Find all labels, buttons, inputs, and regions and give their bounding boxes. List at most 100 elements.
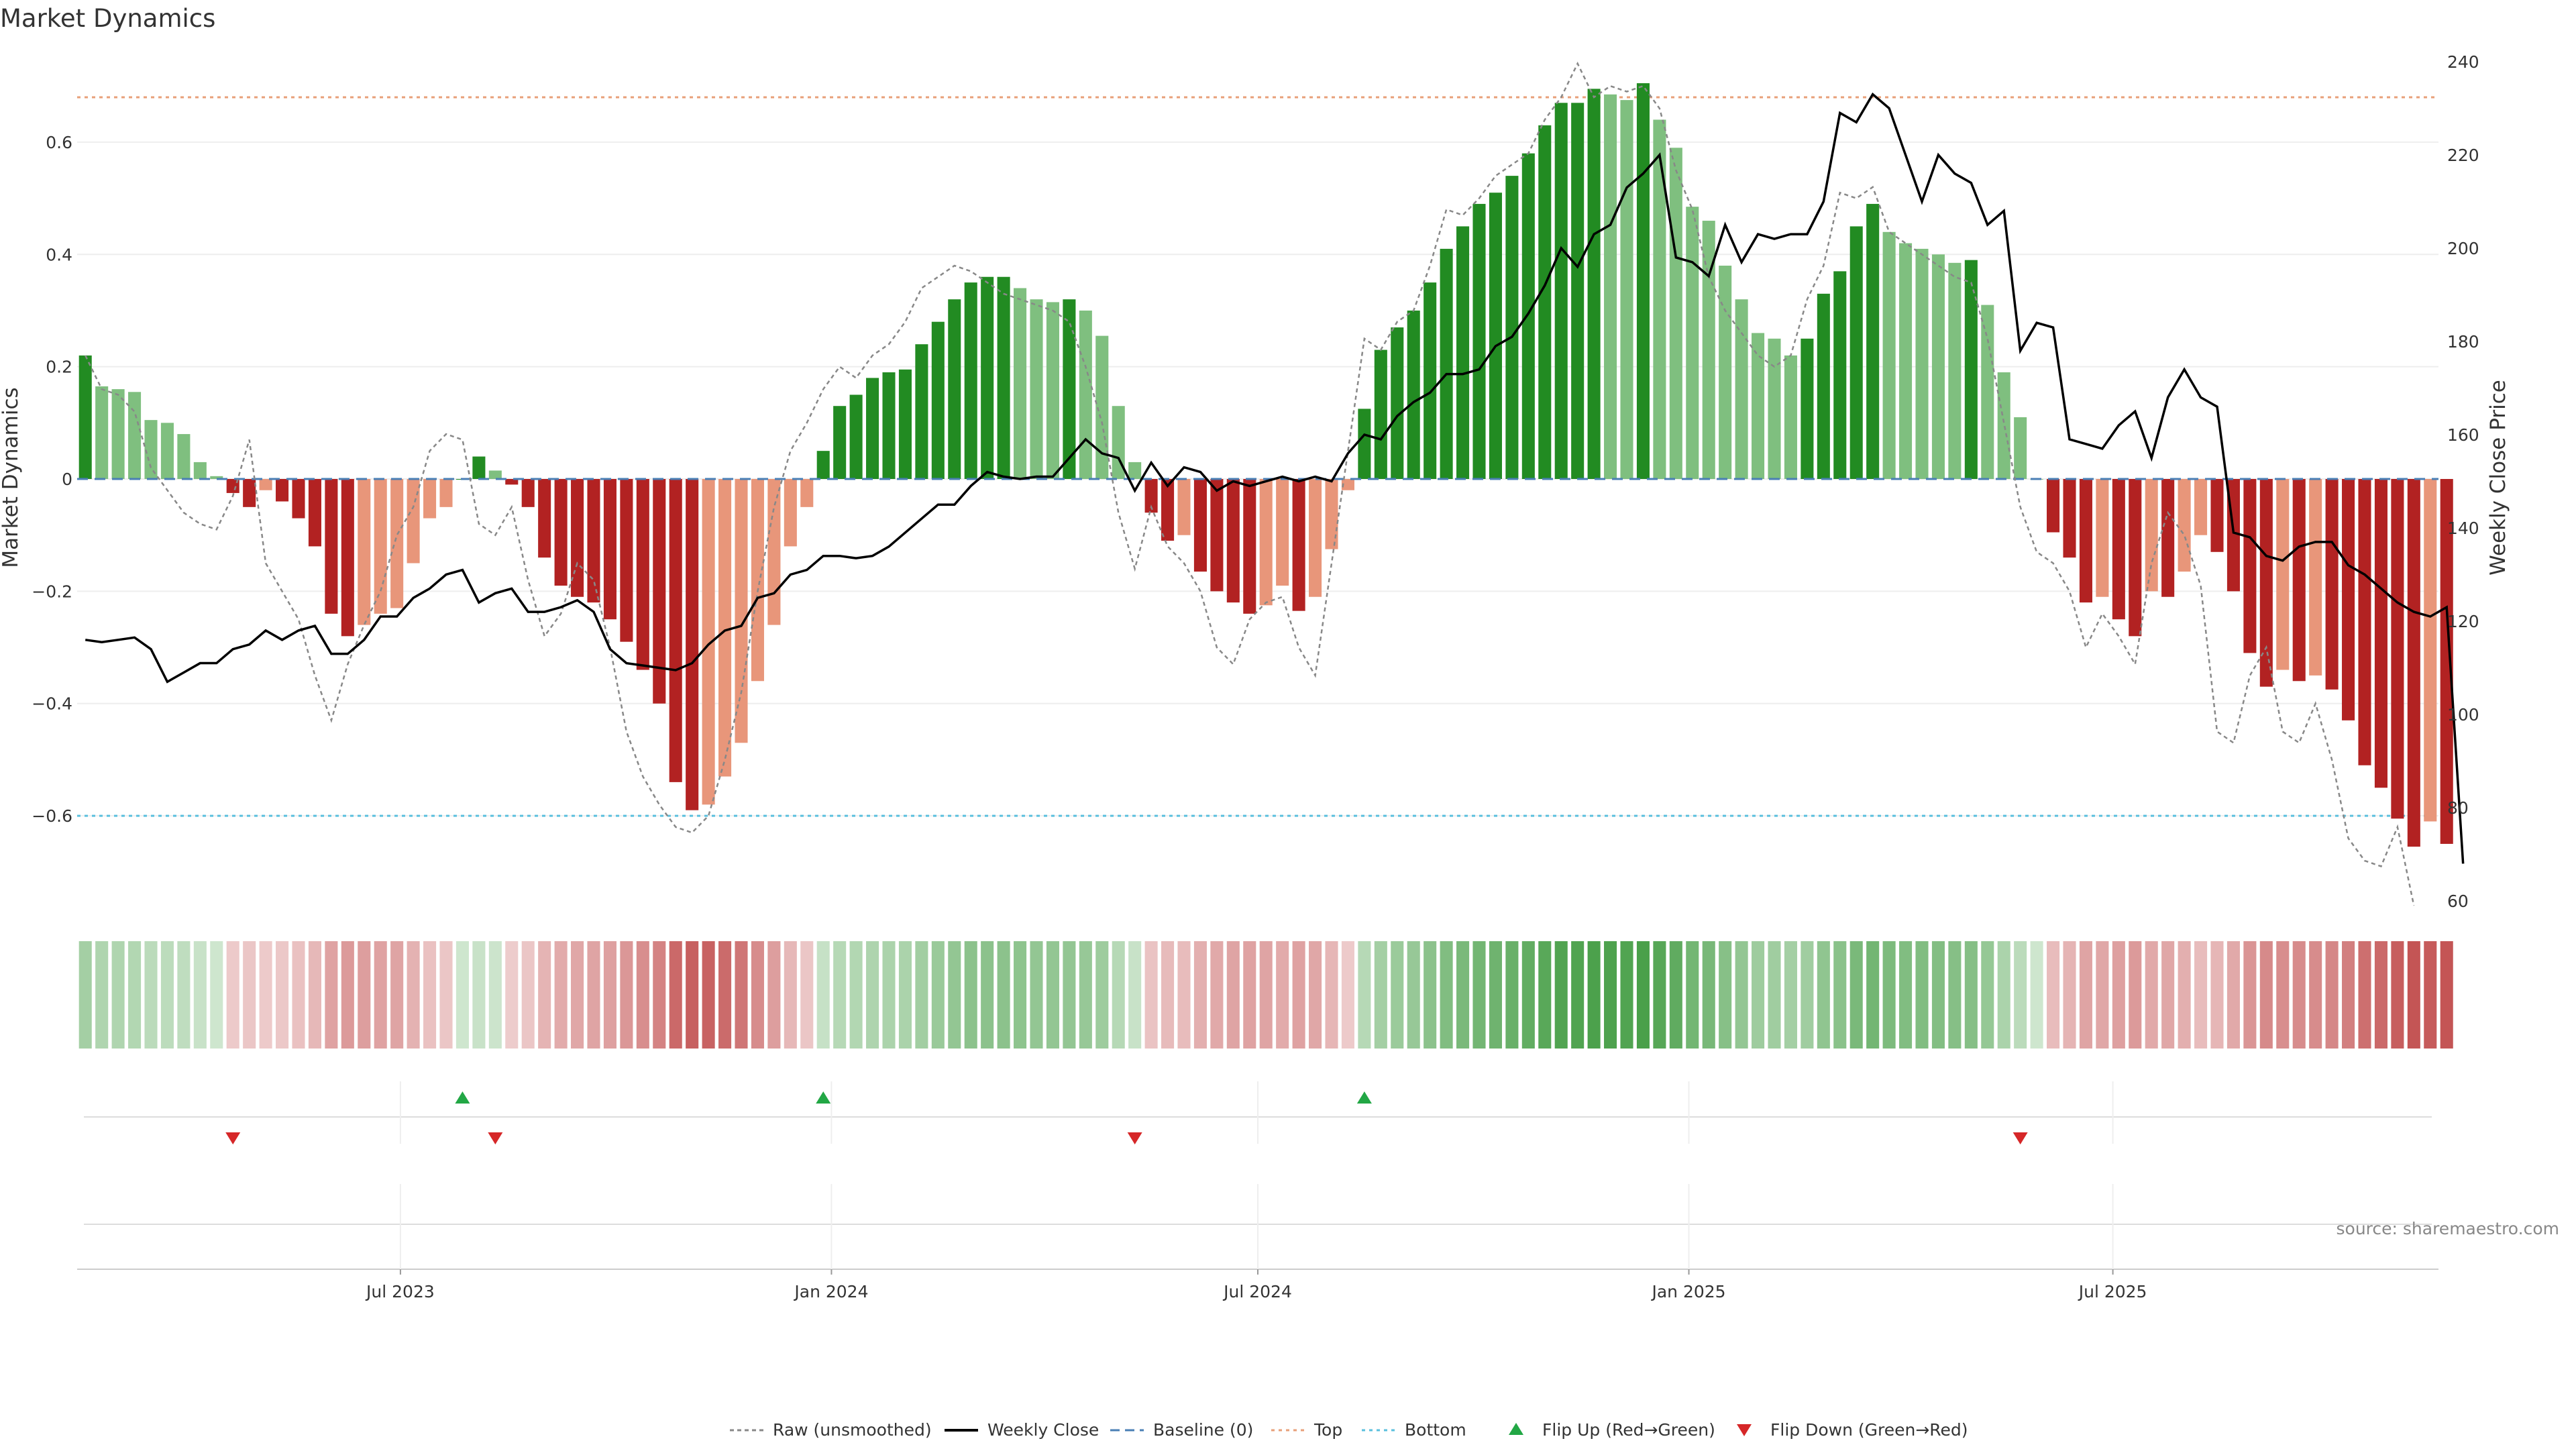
market-dynamics-bar: [866, 378, 879, 479]
market-dynamics-bar: [1374, 350, 1387, 479]
market-dynamics-bar: [308, 479, 321, 547]
market-dynamics-bar: [1948, 262, 1962, 479]
heat-strip-cell: [816, 941, 830, 1049]
market-dynamics-bar: [1604, 94, 1617, 479]
heat-strip-cell: [144, 941, 158, 1049]
heat-strip-cell: [1112, 941, 1125, 1049]
heat-strip-cell: [1456, 941, 1470, 1049]
heat-strip-cell: [2391, 941, 2404, 1049]
market-dynamics-bar: [2194, 479, 2208, 535]
x-tick-label: Jan 2025: [1650, 1282, 1725, 1301]
heat-strip-cell: [505, 941, 519, 1049]
legend-item-top: Top: [1271, 1420, 1342, 1440]
heat-strip-cell: [1358, 941, 1371, 1049]
heat-strip-cell: [1964, 941, 1978, 1049]
heat-strip-cell: [833, 941, 847, 1049]
heat-strip-cell: [1210, 941, 1224, 1049]
heat-strip-cell: [2226, 941, 2240, 1049]
flip-down-marker: [225, 1132, 241, 1144]
heat-strip-cell: [95, 941, 109, 1049]
heat-strip-cell: [1866, 941, 1880, 1049]
heat-strip-cell: [603, 941, 616, 1049]
y2-axis-label: Weekly Close Price: [2486, 380, 2510, 576]
market-dynamics-bar: [1719, 266, 1732, 479]
legend-label: Weekly Close: [987, 1420, 1099, 1440]
heat-strip-cell: [128, 941, 142, 1049]
market-dynamics-bar: [702, 479, 715, 805]
heat-strip-cell: [2358, 941, 2371, 1049]
market-dynamics-bar: [1669, 148, 1682, 479]
heat-strip-cell: [1538, 941, 1552, 1049]
flip-down-marker: [488, 1132, 503, 1144]
x-tick-label: Jul 2023: [365, 1282, 435, 1301]
market-dynamics-bar: [472, 456, 486, 479]
market-dynamics-bar: [981, 276, 994, 479]
y-tick-label: 0.2: [46, 358, 72, 377]
heat-strip-cell: [1604, 941, 1617, 1049]
market-dynamics-bar: [1079, 310, 1092, 479]
legend-item-baseline: Baseline (0): [1110, 1420, 1253, 1440]
legend-item-flip_down: Flip Down (Green→Red): [1737, 1420, 1968, 1440]
market-dynamics-bar: [669, 479, 682, 782]
heat-strip-cell: [1554, 941, 1568, 1049]
heat-strip-cell: [1752, 941, 1765, 1049]
market-dynamics-bar: [931, 321, 945, 479]
market-dynamics-bar: [653, 479, 666, 704]
market-dynamics-bar: [2210, 479, 2224, 552]
y-axis-label: Market Dynamics: [0, 387, 23, 568]
heat-strip-cell: [784, 941, 797, 1049]
market-dynamics-bar: [1686, 207, 1699, 479]
legend-item-flip_up: Flip Up (Red→Green): [1509, 1420, 1715, 1440]
market-dynamics-bar: [1243, 479, 1256, 614]
heat-strip-cell: [1128, 941, 1142, 1049]
y-tick-label: −0.4: [32, 694, 72, 714]
heat-strip-cell: [1177, 941, 1191, 1049]
heat-strip-cell: [964, 941, 977, 1049]
heat-strip-cell: [620, 941, 633, 1049]
market-dynamics-bar: [177, 434, 191, 479]
heat-strip-cell: [1161, 941, 1175, 1049]
heat-strip-cell: [2079, 941, 2092, 1049]
heat-strip-cell: [636, 941, 649, 1049]
heat-strip-cell: [1587, 941, 1601, 1049]
x-tick-label: Jul 2025: [2078, 1282, 2147, 1301]
heat-strip-cell: [243, 941, 256, 1049]
market-dynamics-bar: [2145, 479, 2158, 592]
heat-strip-cell: [193, 941, 207, 1049]
market-dynamics-bar: [259, 479, 272, 490]
legend-label: Raw (unsmoothed): [773, 1420, 932, 1440]
market-dynamics-bar: [78, 355, 92, 479]
market-dynamics-bar: [2358, 479, 2371, 765]
heat-strip-cell: [1226, 941, 1240, 1049]
heat-strip-cell: [997, 941, 1010, 1049]
market-dynamics-bar: [2259, 479, 2273, 687]
market-dynamics-bar: [2079, 479, 2092, 603]
market-dynamics-bar: [1636, 83, 1650, 480]
heat-strip-cell: [390, 941, 404, 1049]
heat-strip-cell: [1374, 941, 1387, 1049]
y2-tick-label: 240: [2447, 52, 2479, 72]
y2-tick-label: 220: [2447, 146, 2479, 165]
heat-strip-cell: [1784, 941, 1797, 1049]
market-dynamics-bar: [1801, 338, 1814, 479]
heat-strip-cell: [1636, 941, 1650, 1049]
heat-strip-cell: [1063, 941, 1076, 1049]
market-dynamics-bar: [2292, 479, 2306, 682]
market-dynamics-bar: [587, 479, 600, 603]
market-dynamics-bar: [2063, 479, 2076, 558]
market-dynamics-bar: [407, 479, 420, 564]
market-dynamics-bar: [1276, 479, 1289, 586]
heat-strip-cell: [111, 941, 125, 1049]
y-tick-label: −0.2: [32, 582, 72, 601]
market-dynamics-bar: [816, 451, 830, 479]
heat-strip-cell: [78, 941, 92, 1049]
heat-strip-cell: [751, 941, 764, 1049]
market-dynamics-bar: [2325, 479, 2339, 690]
market-dynamics-bar: [1144, 479, 1158, 513]
heat-strip-cell: [1915, 941, 1929, 1049]
chart-title: Market Dynamics: [0, 4, 215, 33]
heat-strip-cell: [341, 941, 354, 1049]
heat-strip-cell: [2243, 941, 2257, 1049]
heat-strip-cell: [2014, 941, 2027, 1049]
